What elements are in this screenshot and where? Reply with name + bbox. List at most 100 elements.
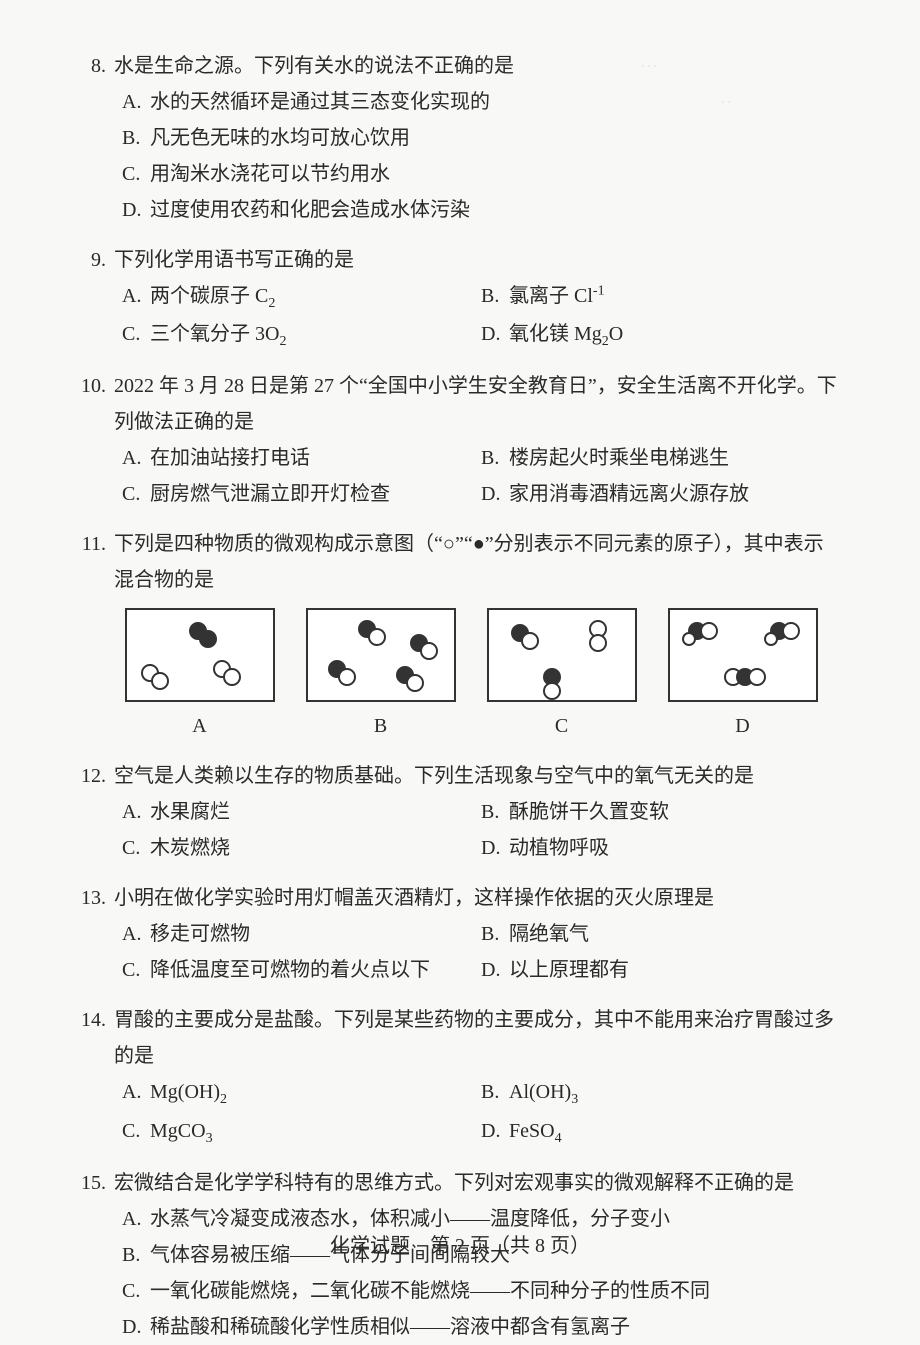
diagram-label: D	[735, 708, 749, 744]
option-text: 动植物呼吸	[509, 830, 840, 866]
question-number: 12.	[80, 758, 114, 794]
question-number: 11.	[80, 526, 114, 562]
option-text: 隔绝氧气	[509, 916, 840, 952]
option-D: D.氧化镁 Mg2O	[481, 316, 840, 354]
option-A: A.移走可燃物	[122, 916, 481, 952]
option-label: B.	[481, 794, 509, 830]
option-D: D.FeSO4	[481, 1113, 840, 1151]
question-stem: 下列化学用语书写正确的是	[114, 242, 840, 278]
option-A: A.两个碳原子 C2	[122, 278, 481, 316]
diagram-option-D: D	[665, 608, 820, 744]
option-D: D.过度使用农药和化肥会造成水体污染	[122, 192, 840, 228]
diagram-label: C	[555, 708, 568, 744]
option-B: B.Al(OH)3	[481, 1074, 840, 1112]
diagram-box	[306, 608, 456, 702]
diagram-row: A B C D	[122, 608, 820, 744]
question-13: 13.小明在做化学实验时用灯帽盖灭酒精灯，这样操作依据的灭火原理是A.移走可燃物…	[80, 880, 840, 988]
atom-open-icon	[589, 634, 607, 652]
option-label: A.	[122, 1074, 150, 1110]
option-label: B.	[481, 278, 509, 314]
exam-page: 8.水是生命之源。下列有关水的说法不正确的是A.水的天然循环是通过其三态变化实现…	[80, 48, 840, 1345]
option-C: C.木炭燃烧	[122, 830, 481, 866]
option-A: A.水果腐烂	[122, 794, 481, 830]
option-C: C.一氧化碳能燃烧，二氧化碳不能燃烧——不同种分子的性质不同	[122, 1273, 840, 1309]
option-label: D.	[481, 952, 509, 988]
options: A.在加油站接打电话B.楼房起火时乘坐电梯逃生C.厨房燃气泄漏立即开灯检查D.家…	[122, 440, 840, 512]
atom-open-icon	[368, 628, 386, 646]
option-label: B.	[481, 1074, 509, 1110]
atom-open-icon	[748, 668, 766, 686]
option-label: C.	[122, 156, 150, 192]
option-B: B.凡无色无味的水均可放心饮用	[122, 120, 840, 156]
option-B: B.楼房起火时乘坐电梯逃生	[481, 440, 840, 476]
option-label: B.	[481, 916, 509, 952]
options: A.水蒸气冷凝变成液态水，体积减小——温度降低，分子变小B.气体容易被压缩——气…	[122, 1201, 840, 1345]
option-C: C.降低温度至可燃物的着火点以下	[122, 952, 481, 988]
option-label: D.	[481, 476, 509, 512]
option-label: C.	[122, 316, 150, 352]
option-label: C.	[122, 1273, 150, 1309]
option-label: B.	[122, 120, 150, 156]
atom-open-icon	[764, 632, 778, 646]
option-label: A.	[122, 794, 150, 830]
option-label: C.	[122, 1113, 150, 1149]
option-D: D.以上原理都有	[481, 952, 840, 988]
option-text: 过度使用农药和化肥会造成水体污染	[150, 192, 840, 228]
option-D: D.稀盐酸和稀硫酸化学性质相似——溶液中都含有氢离子	[122, 1309, 840, 1345]
option-C: C.用淘米水浇花可以节约用水	[122, 156, 840, 192]
option-text: 在加油站接打电话	[150, 440, 481, 476]
option-text: 木炭燃烧	[150, 830, 481, 866]
option-text: 以上原理都有	[509, 952, 840, 988]
option-label: C.	[122, 952, 150, 988]
option-C: C.MgCO3	[122, 1113, 481, 1151]
option-label: D.	[122, 1309, 150, 1345]
option-label: C.	[122, 830, 150, 866]
option-text: 酥脆饼干久置变软	[509, 794, 840, 830]
option-label: A.	[122, 84, 150, 120]
question-number: 13.	[80, 880, 114, 916]
question-stem: 胃酸的主要成分是盐酸。下列是某些药物的主要成分，其中不能用来治疗胃酸过多的是	[114, 1002, 840, 1074]
option-label: A.	[122, 916, 150, 952]
atom-open-icon	[682, 632, 696, 646]
option-text: 水果腐烂	[150, 794, 481, 830]
option-text: FeSO4	[509, 1113, 840, 1151]
question-12: 12.空气是人类赖以生存的物质基础。下列生活现象与空气中的氧气无关的是A.水果腐…	[80, 758, 840, 866]
question-stem: 宏微结合是化学学科特有的思维方式。下列对宏观事实的微观解释不正确的是	[114, 1165, 840, 1201]
option-text: 用淘米水浇花可以节约用水	[150, 156, 840, 192]
diagram-option-A: A	[122, 608, 277, 744]
option-text: 氯离子 Cl-1	[509, 278, 840, 314]
question-9: 9.下列化学用语书写正确的是A.两个碳原子 C2B.氯离子 Cl-1 C.三个氧分…	[80, 242, 840, 354]
options: A.移走可燃物B.隔绝氧气C.降低温度至可燃物的着火点以下D.以上原理都有	[122, 916, 840, 988]
option-text: 一氧化碳能燃烧，二氧化碳不能燃烧——不同种分子的性质不同	[150, 1273, 840, 1309]
option-text: 降低温度至可燃物的着火点以下	[150, 952, 481, 988]
diagram-box	[125, 608, 275, 702]
option-label: B.	[481, 440, 509, 476]
atom-open-icon	[223, 668, 241, 686]
option-label: D.	[481, 1113, 509, 1149]
option-text: 家用消毒酒精远离火源存放	[509, 476, 840, 512]
question-number: 15.	[80, 1165, 114, 1201]
diagram-label: B	[374, 708, 387, 744]
diagram-label: A	[192, 708, 206, 744]
option-A: A.Mg(OH)2	[122, 1074, 481, 1112]
option-B: B.隔绝氧气	[481, 916, 840, 952]
options: A.Mg(OH)2B.Al(OH)3C.MgCO3D.FeSO4	[122, 1074, 840, 1150]
option-C: C.三个氧分子 3O2	[122, 316, 481, 354]
question-11: 11.下列是四种物质的微观构成示意图（“○”“●”分别表示不同元素的原子），其中…	[80, 526, 840, 744]
option-text: Mg(OH)2	[150, 1074, 481, 1112]
atom-open-icon	[782, 622, 800, 640]
option-text: 三个氧分子 3O2	[150, 316, 481, 354]
option-D: D.家用消毒酒精远离火源存放	[481, 476, 840, 512]
option-text: MgCO3	[150, 1113, 481, 1151]
diagram-option-C: C	[484, 608, 639, 744]
diagram-option-B: B	[303, 608, 458, 744]
question-stem: 空气是人类赖以生存的物质基础。下列生活现象与空气中的氧气无关的是	[114, 758, 840, 794]
option-label: D.	[122, 192, 150, 228]
atom-open-icon	[420, 642, 438, 660]
question-number: 9.	[80, 242, 114, 278]
atom-open-icon	[406, 674, 424, 692]
option-text: 水的天然循环是通过其三态变化实现的	[150, 84, 840, 120]
diagram-box	[487, 608, 637, 702]
option-text: 楼房起火时乘坐电梯逃生	[509, 440, 840, 476]
option-C: C.厨房燃气泄漏立即开灯检查	[122, 476, 481, 512]
